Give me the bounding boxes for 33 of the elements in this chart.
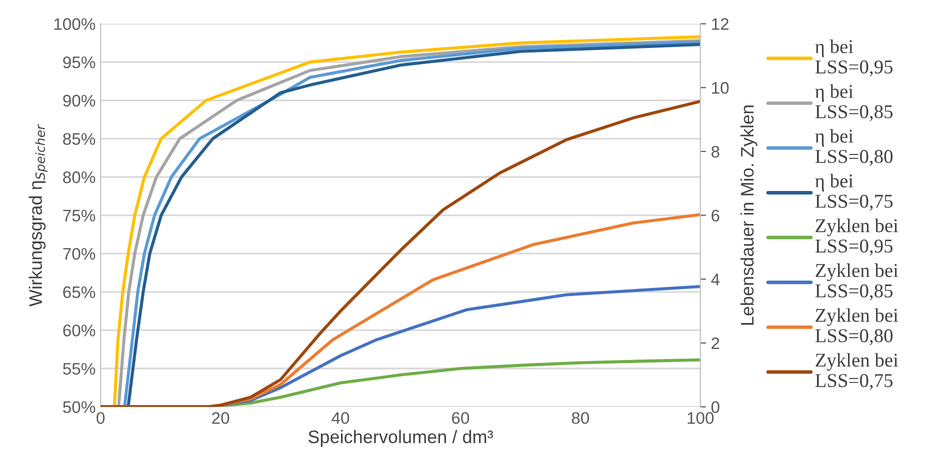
legend-label: Zyklen bei LSS=0,85 (815, 263, 898, 300)
y-tick-label: 70% (63, 248, 96, 260)
x-tick-label: 100 (688, 412, 714, 424)
y2-tick-label: 4 (711, 274, 720, 286)
y-tick-label: 95% (63, 56, 96, 68)
y2-tick-label: 10 (712, 82, 729, 94)
x-tick-label: 0 (96, 412, 105, 424)
y-tick-label: 85% (63, 133, 96, 145)
legend-label: Zyklen bei LSS=0,80 (815, 308, 898, 346)
y-tick-label: 60% (63, 324, 96, 336)
y-tick-label: 50% (63, 401, 96, 414)
y2-tick-label: 2 (712, 337, 720, 350)
legend-label: Zyklen bei LSS=0,95 (815, 218, 898, 256)
x-tick-label: 60 (452, 412, 470, 424)
x-axis-title: Speichervolumen / dm³ (308, 430, 493, 447)
x-tick-label: 20 (212, 412, 230, 424)
y-tick-label: 80% (63, 171, 96, 184)
y-tick-label: 55% (63, 362, 96, 375)
y2-tick-label: 6 (712, 210, 720, 222)
line-series (100, 100, 700, 407)
y-tick-label: 75% (63, 210, 96, 222)
legend-label: Zyklen bei LSS=0,75 (815, 353, 898, 390)
x-tick-label: 80 (572, 412, 590, 424)
legend-label: η bei LSS=0,75 (815, 174, 893, 211)
y-tick-label: 100% (54, 18, 96, 30)
y2-tick-label: 12 (712, 18, 728, 30)
y2-axis-title: Lebensdauer in Mio. Zyklen (740, 106, 758, 325)
x-tick-label: 40 (332, 412, 350, 424)
y2-tick-label: 0 (711, 401, 720, 414)
y-axis-title: Wirkungsgrad η$_{Speicher}$ (28, 124, 48, 306)
y-tick-label: 65% (63, 286, 96, 298)
y-tick-label: 90% (63, 94, 96, 107)
y2-tick-label: 8 (712, 146, 720, 158)
